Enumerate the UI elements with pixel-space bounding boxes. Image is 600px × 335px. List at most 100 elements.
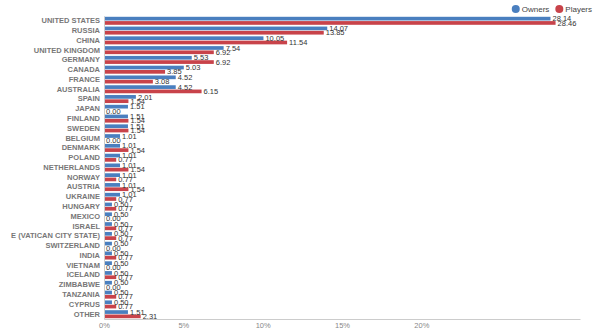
tick: ZIMBABWE xyxy=(59,280,104,289)
bar xyxy=(104,119,128,123)
data-label: 0.00 xyxy=(106,107,121,116)
tick-label: ICELAND xyxy=(67,270,101,279)
tick: 15% xyxy=(335,319,350,330)
tick-label: CHINA xyxy=(76,36,100,45)
tick-label: POLAND xyxy=(68,153,100,162)
data-label: 0.77 xyxy=(118,273,133,282)
data-label: 6.15 xyxy=(204,87,219,96)
tick: ISRAEL xyxy=(72,222,104,231)
legend-swatch xyxy=(555,5,563,13)
data-label: 0.00 xyxy=(106,283,121,292)
data-label: 1.54 xyxy=(130,146,145,155)
bar xyxy=(104,80,153,84)
tick: POLAND xyxy=(68,153,104,162)
data-label: 0.77 xyxy=(118,204,133,213)
tick: RUSSIA xyxy=(72,26,104,35)
data-label: 1.54 xyxy=(130,97,145,106)
tick-label: CYPRUS xyxy=(69,300,100,309)
tick-label: OTHER xyxy=(74,310,101,319)
data-label: 5.03 xyxy=(186,63,201,72)
tick: CYPRUS xyxy=(69,300,104,309)
x-axis: 0%5%10%15%20% xyxy=(99,319,580,330)
tick-label: ISRAEL xyxy=(72,222,100,231)
tick: 0% xyxy=(99,319,110,330)
tick-label: UKRAINE xyxy=(66,192,100,201)
tick-label: JAPAN xyxy=(75,104,100,113)
plot: 28.1414.0710.057.545.535.034.524.522.011… xyxy=(11,14,580,330)
tick-label: 0% xyxy=(99,321,110,330)
data-label: 0.77 xyxy=(118,302,133,311)
data-label: 6.92 xyxy=(216,58,231,67)
tick-label: MEXICO xyxy=(70,212,100,221)
tick: NETHERLANDS xyxy=(43,163,104,172)
legend: Players Owners xyxy=(512,5,592,14)
bar xyxy=(104,158,116,162)
tick-label: FRANCE xyxy=(69,75,100,84)
data-label: 1.54 xyxy=(130,126,145,135)
bar xyxy=(104,36,263,40)
series-bars xyxy=(104,21,556,318)
tick: SWITZERLAND xyxy=(45,241,104,250)
tick-label: SWEDEN xyxy=(67,124,100,133)
data-label: 0.77 xyxy=(118,224,133,233)
tick: INDIA xyxy=(80,251,104,260)
tick: UNITED KINGDOM xyxy=(34,46,104,55)
data-labels: 28.1414.0710.057.545.535.034.524.522.011… xyxy=(106,14,576,321)
chart: 28.1414.0710.057.545.535.034.524.522.011… xyxy=(0,0,600,335)
data-label: 6.92 xyxy=(216,48,231,57)
tick-label: CANADA xyxy=(68,65,101,74)
data-label: 0.00 xyxy=(106,244,121,253)
data-label: 0.00 xyxy=(106,263,121,272)
tick: AUSTRIA xyxy=(67,182,104,191)
data-label: 3.85 xyxy=(167,67,182,76)
data-label: 3.08 xyxy=(155,77,170,86)
y-axis: UNITED STATESRUSSIACHINAUNITED KINGDOMGE… xyxy=(11,16,104,319)
bar xyxy=(104,178,116,182)
bars xyxy=(104,17,556,318)
data-label: 0.77 xyxy=(118,234,133,243)
data-label: 10.05 xyxy=(265,34,284,43)
data-label: 4.52 xyxy=(178,83,193,92)
tick-label: GERMANY xyxy=(62,55,100,64)
tick-label: AUSTRALIA xyxy=(57,85,101,94)
tick: GERMANY xyxy=(62,55,104,64)
tick-label: NETHERLANDS xyxy=(43,163,100,172)
tick-label: TANZANIA xyxy=(62,290,100,299)
tick: DENMARK xyxy=(62,143,104,152)
tick: 20% xyxy=(414,319,429,330)
tick: HUNGARY xyxy=(62,202,104,211)
data-label: 0.77 xyxy=(118,175,133,184)
data-label: 13.85 xyxy=(326,28,345,37)
tick: FINLAND xyxy=(67,114,104,123)
tick-label: 5% xyxy=(178,321,189,330)
tick-label: INDIA xyxy=(80,251,101,260)
series-bars xyxy=(104,17,550,314)
data-label: 0.00 xyxy=(106,214,121,223)
tick: MEXICO xyxy=(70,212,104,221)
tick: AUSTRALIA xyxy=(57,85,104,94)
bar xyxy=(104,31,324,35)
axis-line xyxy=(104,17,105,320)
tick: CHINA xyxy=(76,36,104,45)
tick: UNITED STATES xyxy=(42,16,104,25)
bar xyxy=(104,124,128,128)
legend-label: Players xyxy=(565,5,592,14)
tick: ICELAND xyxy=(67,270,104,279)
bar xyxy=(104,300,112,304)
bar xyxy=(104,27,327,31)
tick: VIETNAM xyxy=(66,261,104,270)
legend-label: Owners xyxy=(522,5,550,14)
bar xyxy=(104,99,128,103)
tick-label: FINLAND xyxy=(67,114,100,123)
legend-swatch xyxy=(512,5,520,13)
data-label: 1.54 xyxy=(130,116,145,125)
tick-label: 15% xyxy=(335,321,350,330)
bar xyxy=(104,203,112,207)
bar xyxy=(104,70,165,74)
tick: E (VATICAN CITY STATE) xyxy=(11,231,104,240)
tick-label: AUSTRIA xyxy=(67,182,101,191)
tick: NORWAY xyxy=(67,173,104,182)
bar xyxy=(104,17,550,21)
tick-label: SPAIN xyxy=(78,94,100,103)
tick-label: E (VATICAN CITY STATE) xyxy=(11,231,100,240)
